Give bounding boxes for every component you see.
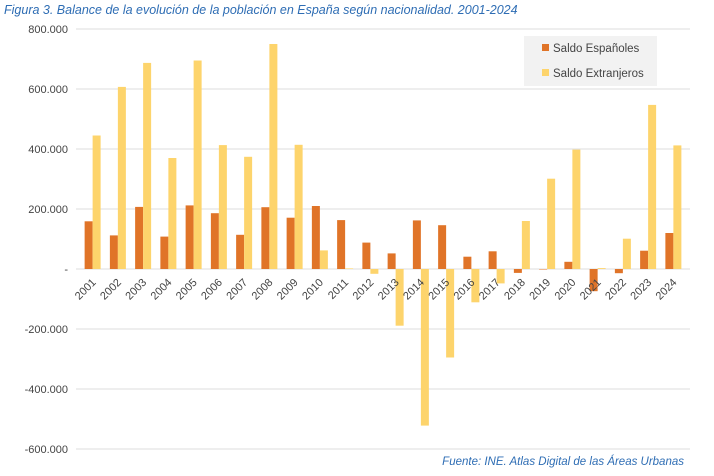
bar-extranjeros-2021 [597,268,606,269]
bar-extranjeros-2006 [218,145,227,269]
bar-extranjeros-2020 [572,149,581,269]
bar-espanoles-2012 [362,242,371,269]
y-tick-label: -400.000 [25,384,68,396]
bar-extranjeros-2001 [92,135,101,269]
bar-extranjeros-2018 [521,221,530,269]
x-tick-label: 2006 [199,277,225,303]
bar-espanoles-2013 [387,253,396,269]
bar-extranjeros-2023 [648,104,657,270]
bar-espanoles-2016 [463,256,472,269]
x-tick-label: 2020 [553,277,579,303]
x-tick-label: 2003 [123,277,149,303]
bar-extranjeros-2003 [143,62,152,270]
y-tick-label: -600.000 [25,444,68,456]
bar-espanoles-2021 [589,269,598,292]
bar-extranjeros-2012 [370,269,379,274]
bar-espanoles-2001 [84,221,93,269]
bar-extranjeros-2013 [395,269,404,326]
bar-extranjeros-2007 [244,156,253,269]
bar-espanoles-2008 [261,207,270,269]
y-tick-label: -200.000 [25,324,68,336]
bar-espanoles-2007 [236,234,245,269]
chart-source: Fuente: INE. Atlas Digital de las Áreas … [442,456,684,468]
bar-extranjeros-2008 [269,44,278,269]
bar-espanoles-2015 [438,225,447,269]
x-tick-label: 2009 [275,277,301,303]
y-tick-label: - [64,264,68,276]
bar-espanoles-2018 [513,269,522,273]
bar-extranjeros-2010 [319,250,328,269]
bar-extranjeros-2016 [471,269,480,303]
bar-espanoles-2010 [311,206,320,269]
x-tick-label: 2002 [98,277,124,303]
y-tick-label: 200.000 [28,204,68,216]
bar-espanoles-2011 [337,220,346,269]
x-tick-label: 2019 [527,277,553,303]
x-tick-label: 2018 [502,277,528,303]
bar-extranjeros-2005 [193,60,202,269]
bar-extranjeros-2004 [168,158,177,269]
y-tick-label: 600.000 [28,84,68,96]
bar-espanoles-2023 [640,250,649,269]
bar-espanoles-2003 [135,206,144,269]
bar-espanoles-2005 [185,205,194,269]
bar-espanoles-2024 [665,233,674,269]
bar-extranjeros-2002 [117,86,126,270]
bar-extranjeros-2022 [622,238,631,269]
legend-label: Saldo Extranjeros [553,68,644,80]
bar-extranjeros-2024 [673,145,682,269]
x-tick-label: 2005 [174,277,200,303]
x-tick-label: 2024 [654,277,680,303]
bar-espanoles-2019 [539,269,548,270]
bar-espanoles-2006 [210,213,219,269]
x-tick-label: 2021 [578,277,604,303]
x-tick-label: 2008 [250,277,276,303]
x-tick-label: 2023 [628,277,654,303]
x-tick-label: 2007 [224,277,250,303]
x-tick-label: 2001 [73,277,99,303]
x-tick-label: 2012 [351,277,377,303]
bar-espanoles-2004 [160,236,169,269]
bar-espanoles-2017 [488,251,497,269]
bar-espanoles-2014 [412,220,421,269]
bar-extranjeros-2014 [420,269,429,426]
y-tick-label: 800.000 [28,24,68,36]
bar-extranjeros-2019 [547,178,556,269]
x-tick-label: 2010 [300,277,326,303]
legend-swatch [542,69,549,76]
bar-extranjeros-2011 [345,268,354,269]
bar-espanoles-2020 [564,261,573,269]
bar-espanoles-2009 [286,217,295,269]
bar-espanoles-2022 [614,269,623,274]
bar-extranjeros-2015 [446,269,455,358]
chart-title: Figura 3. Balance de la evolución de la … [4,3,518,17]
bar-extranjeros-2009 [294,144,303,269]
bar-espanoles-2002 [109,235,118,269]
y-tick-label: 400.000 [28,144,68,156]
legend-swatch [542,44,549,51]
legend-label: Saldo Españoles [553,43,640,55]
x-tick-label: 2004 [149,277,175,303]
x-tick-label: 2022 [603,277,629,303]
x-tick-label: 2011 [326,277,351,302]
bar-extranjeros-2017 [496,269,505,284]
